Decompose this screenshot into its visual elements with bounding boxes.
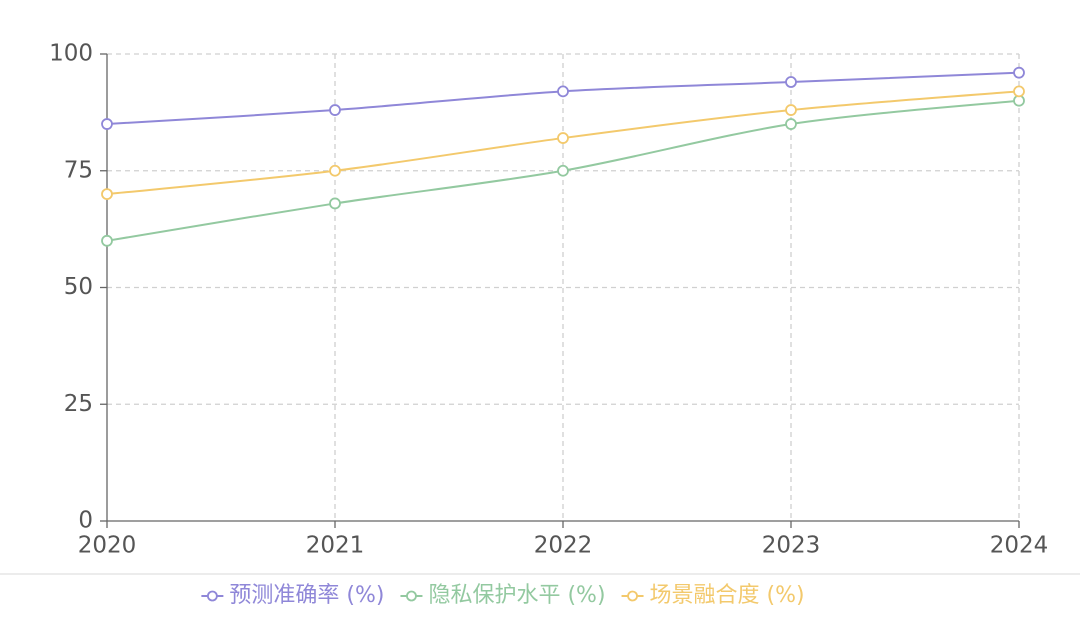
data-point — [329, 164, 341, 177]
y-tick-label: 25 — [64, 391, 93, 417]
data-point — [101, 118, 113, 130]
legend-label: 场景融合度 (%) — [650, 583, 805, 608]
legend-label: 预测准确率 (%) — [229, 583, 384, 608]
y-tick-label: 50 — [64, 274, 93, 300]
data-point — [329, 104, 341, 116]
x-tick-label: 2023 — [762, 533, 821, 559]
data-point — [785, 118, 797, 130]
y-tick-label: 0 — [78, 508, 93, 534]
legend-label: 隐私保护水平 (%) — [428, 583, 605, 608]
legend-marker — [627, 590, 638, 602]
data-point — [329, 197, 341, 210]
data-point — [1013, 85, 1025, 98]
y-tick-label: 100 — [49, 41, 93, 67]
data-point — [1013, 66, 1025, 79]
legend: 预测准确率 (%) 隐私保护水平 (%) 场景融合度 (%) — [201, 583, 805, 608]
series-line — [106, 71, 1020, 126]
data-point — [557, 164, 569, 177]
legend-marker — [206, 590, 218, 602]
data-point — [557, 85, 569, 98]
x-tick-label: 2022 — [534, 533, 593, 559]
legend-marker — [406, 590, 417, 602]
y-tick-label: 75 — [64, 157, 93, 183]
data-point — [101, 234, 113, 247]
x-tick-label: 2021 — [306, 533, 365, 559]
x-tick-label: 2020 — [78, 533, 137, 559]
data-point — [785, 104, 797, 116]
data-point — [101, 188, 113, 201]
x-tick-label: 2024 — [990, 533, 1049, 559]
data-point — [557, 132, 569, 144]
data-point — [785, 76, 797, 88]
